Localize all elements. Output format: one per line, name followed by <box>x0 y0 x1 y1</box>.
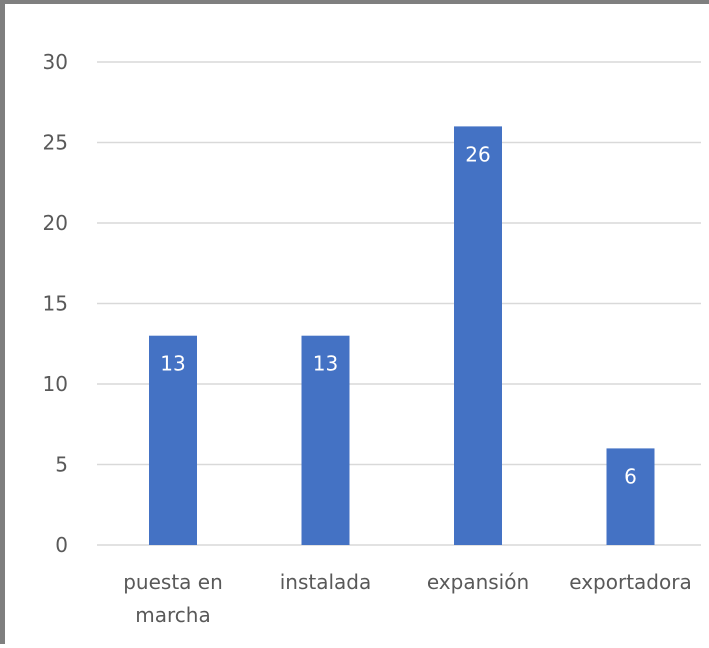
bar-3 <box>606 448 655 545</box>
bar-1 <box>301 335 350 545</box>
x-tick-label: exportadora <box>569 570 691 594</box>
y-tick-label: 15 <box>43 292 68 316</box>
x-tick-label: marcha <box>135 603 210 627</box>
x-tick-label: expansión <box>427 570 529 594</box>
data-labels: 13 13 26 6 <box>160 142 637 488</box>
bar-2 <box>454 126 502 546</box>
y-tick-label: 10 <box>43 372 68 396</box>
data-label: 26 <box>465 142 490 166</box>
x-tick-label: puesta en <box>123 570 223 594</box>
bar-chart: 0 5 10 15 20 25 30 13 13 26 6 puesta en marcha inst… <box>43 50 701 627</box>
y-tick-label: 0 <box>55 533 68 557</box>
bar-0 <box>149 335 197 545</box>
data-label: 13 <box>160 352 185 376</box>
y-tick-label: 30 <box>43 50 68 74</box>
y-axis: 0 5 10 15 20 25 30 <box>43 50 68 557</box>
y-tick-label: 5 <box>55 453 68 477</box>
data-label: 6 <box>624 464 637 488</box>
y-tick-label: 20 <box>43 211 68 235</box>
y-tick-label: 25 <box>43 131 68 155</box>
x-tick-label: instalada <box>280 570 372 594</box>
bars <box>149 126 655 546</box>
data-label: 13 <box>313 352 338 376</box>
x-axis: puesta en marcha instalada expansión exporta… <box>123 570 691 627</box>
gridlines <box>97 61 701 546</box>
